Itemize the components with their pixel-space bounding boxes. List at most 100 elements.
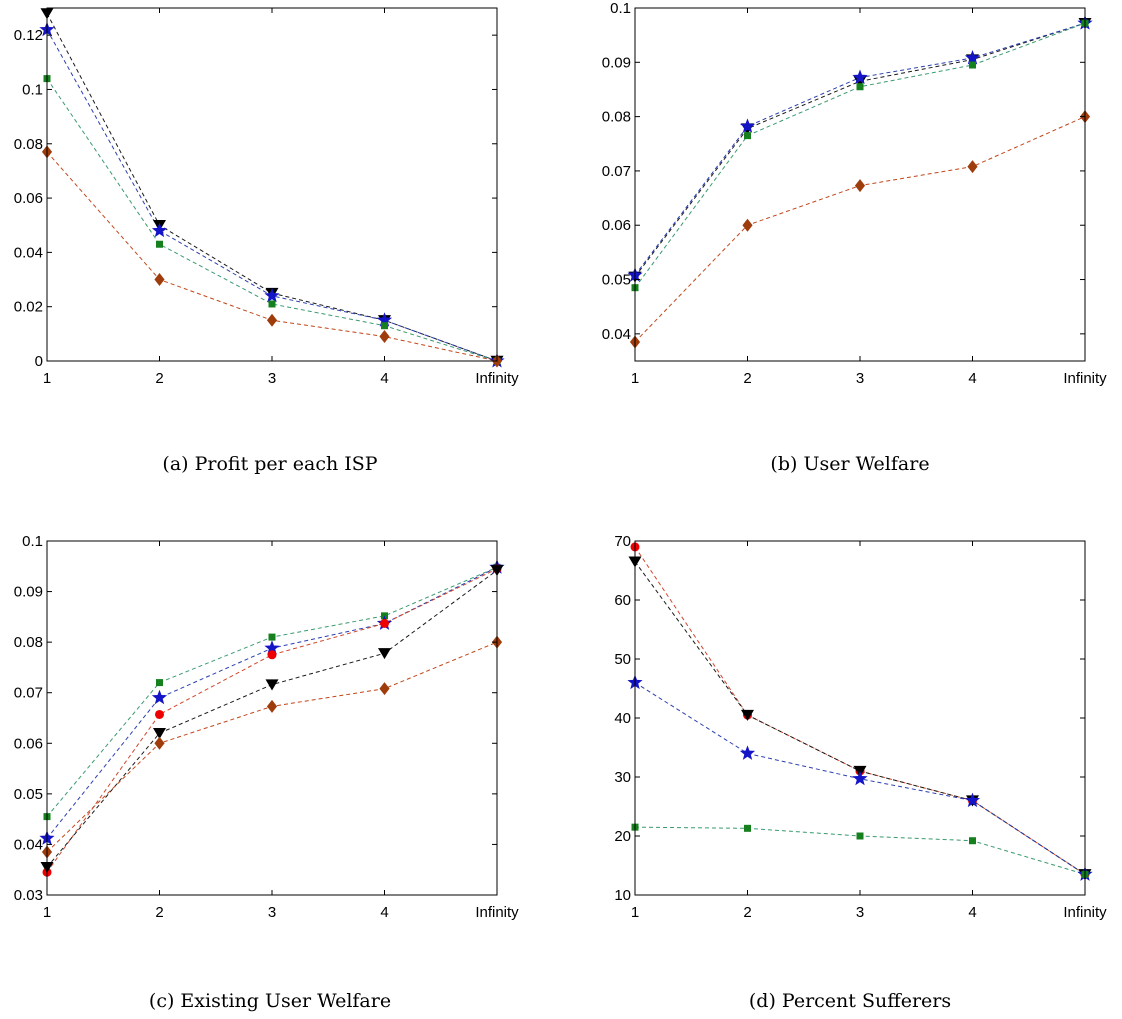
series-line-0: [634, 22, 1086, 278]
series-line-3: [634, 116, 1086, 343]
data-point-s3-3: [967, 160, 978, 174]
data-point-s2-2: [267, 650, 277, 660]
data-point-s4-3: [379, 682, 390, 696]
data-point-s4-1: [154, 736, 165, 750]
x-tick-label: 3: [856, 904, 864, 921]
panel-a: (a) Profit per each ISP 0 0.02 0.04 0.06 0.0…: [14, 7, 519, 475]
y-tick-label: 70: [614, 533, 631, 550]
y-tick-label: 0.1: [22, 533, 43, 550]
x-tick-label: Infinity: [475, 904, 519, 921]
x-tick-label: 1: [631, 370, 639, 387]
data-point-s1-3: [376, 312, 393, 327]
data-point-s3-2: [266, 313, 278, 327]
x-tick-label: 2: [155, 904, 163, 921]
data-point-s3-2: [265, 679, 279, 691]
panel-c: (c) Existing User Welfare 0.03 0.04 0.05 0.…: [14, 533, 519, 1012]
data-point-s3-1: [154, 273, 165, 287]
data-point-s3-1: [744, 824, 751, 832]
data-point-s2-1: [744, 132, 751, 140]
y-tick-label: 0.1: [610, 0, 631, 17]
y-tick-label: 0.09: [602, 54, 631, 71]
x-tick-label: 3: [856, 370, 864, 387]
y-tick-label: 0.08: [14, 136, 43, 153]
caption-a: (a) Profit per each ISP: [162, 453, 377, 475]
data-point-s3-1: [742, 218, 753, 232]
data-point-s1-1: [741, 709, 754, 721]
y-tick-label: 0.06: [14, 735, 43, 752]
series-line-0: [46, 13, 498, 362]
panel-d: (d) Percent Sufferers 10 20 30 40 50 60 70 1 2 3 4…: [614, 533, 1107, 1012]
x-tick-label: Infinity: [1063, 904, 1107, 921]
data-point-s3-3: [378, 648, 391, 660]
series-line-4: [46, 641, 498, 853]
data-point-s2-1: [739, 745, 756, 760]
y-tick-label: 0: [35, 353, 43, 370]
series-line-2: [634, 22, 1086, 288]
y-tick-label: 0.12: [14, 27, 43, 44]
series-line-0: [634, 546, 1086, 875]
caption-c: (c) Existing User Welfare: [149, 990, 391, 1012]
y-tick-label: 0.03: [14, 887, 43, 904]
data-point-s3-2: [856, 832, 864, 840]
data-point-s2-2: [852, 770, 868, 786]
x-tick-label: 4: [380, 904, 388, 921]
y-tick-label: 50: [614, 651, 631, 668]
y-tick-label: 40: [614, 710, 631, 727]
x-tick-label: 2: [155, 370, 163, 387]
x-tick-label: 1: [631, 904, 639, 921]
x-tick-label: 4: [968, 370, 976, 387]
x-tick-label: 1: [43, 904, 51, 921]
data-point-s2-3: [380, 618, 389, 628]
data-point-s2-1: [155, 709, 164, 719]
y-tick-label: 0.08: [14, 634, 43, 651]
data-point-s0-2: [268, 633, 276, 641]
y-tick-label: 0.1: [22, 81, 43, 98]
y-tick-label: 0.05: [14, 786, 43, 803]
data-point-s3-1: [153, 727, 166, 740]
series-line-1: [634, 561, 1086, 875]
data-point-s2-3: [969, 61, 976, 69]
data-point-s1-3: [964, 49, 981, 65]
y-tick-label: 0.07: [14, 685, 43, 702]
y-tick-label: 0.06: [602, 217, 631, 234]
series-line-2: [46, 78, 498, 362]
series-line-0: [46, 566, 498, 817]
data-point-s2-2: [268, 300, 276, 308]
y-tick-label: 0.07: [602, 163, 631, 180]
data-point-s2-1: [156, 240, 163, 248]
y-tick-label: 30: [614, 769, 631, 786]
y-tick-label: 0.06: [14, 190, 43, 207]
plot-frame: [634, 540, 1086, 896]
x-tick-label: 3: [268, 904, 276, 921]
x-tick-label: Infinity: [1063, 370, 1107, 387]
plot-frame: [46, 540, 498, 896]
data-point-s1-1: [151, 689, 168, 705]
y-tick-label: 20: [614, 828, 631, 845]
y-tick-label: 0.02: [14, 299, 43, 316]
y-tick-label: 0.08: [602, 109, 631, 126]
y-tick-label: 10: [614, 887, 631, 904]
y-tick-label: 0.04: [14, 244, 43, 261]
data-point-s3-3: [379, 330, 390, 344]
x-tick-label: 2: [743, 904, 751, 921]
data-point-s2-3: [964, 792, 981, 808]
y-tick-label: 0.09: [14, 584, 43, 601]
data-point-s4-2: [266, 699, 278, 713]
series-line-1: [46, 29, 498, 362]
caption-d: (d) Percent Sufferers: [749, 990, 951, 1012]
caption-b: (b) User Welfare: [770, 453, 929, 475]
x-tick-label: 4: [968, 904, 976, 921]
series-line-2: [46, 568, 498, 873]
data-point-s1-2: [264, 640, 280, 655]
x-tick-label: 3: [268, 370, 276, 387]
y-tick-label: 0.04: [602, 326, 631, 343]
data-point-s3-3: [969, 837, 976, 845]
data-point-s0-1: [156, 679, 163, 687]
x-tick-label: 1: [43, 370, 51, 387]
panel-b: (b) User Welfare 0.04 0.05 0.06 0.07 0.08 0.0…: [602, 0, 1107, 475]
data-point-s3-2: [854, 179, 866, 193]
y-tick-label: 60: [614, 592, 631, 609]
x-tick-label: Infinity: [475, 370, 519, 387]
plot-frame: [46, 7, 498, 362]
